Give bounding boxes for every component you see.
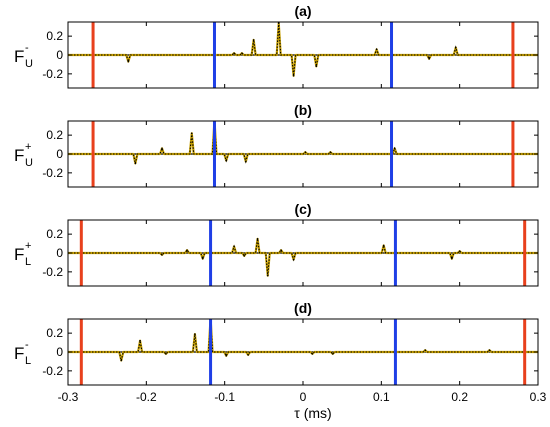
data-point — [393, 147, 396, 150]
x-tick-label: 0.3 — [530, 390, 547, 404]
y-axis-label-main: F — [14, 146, 24, 165]
panel-title: (d) — [294, 300, 312, 316]
y-axis-label-main: F — [14, 245, 24, 264]
data-point — [194, 333, 196, 335]
data-point — [201, 257, 204, 260]
series-overlay — [68, 22, 538, 76]
panel-2: (b) 0.2 0 -0.2 F + U — [14, 102, 539, 188]
data-point — [190, 132, 193, 135]
y-tick-label: 0.2 — [46, 128, 63, 142]
y-tick-label: -0.2 — [42, 67, 63, 81]
y-axis-label-subscript: U — [25, 157, 33, 169]
plot-area — [68, 319, 538, 385]
y-axis-label-superscript: + — [25, 240, 31, 252]
data-point — [243, 255, 246, 257]
data-point — [375, 48, 378, 51]
data-point — [225, 354, 228, 357]
y-axis-label-subscript: L — [25, 256, 31, 268]
x-tick-label: -0.2 — [136, 390, 157, 404]
series-trace — [68, 319, 538, 362]
y-axis-label-subscript: U — [25, 58, 33, 70]
data-point — [139, 339, 141, 342]
data-point — [331, 353, 334, 355]
y-axis-label-subscript: L — [25, 355, 31, 367]
x-tick-label: 0.1 — [373, 390, 390, 404]
data-point — [256, 238, 259, 240]
y-tick-label: 0.2 — [46, 227, 63, 241]
y-axis-label: F - U — [14, 42, 33, 70]
y-tick-label: 0 — [56, 246, 63, 260]
y-axis-label: F + U — [14, 141, 33, 169]
data-point — [233, 245, 235, 248]
panels: (a)0.20-0.2F -U(b)0.20-0.2F +U(c)0.20-0.2F… — [14, 3, 539, 386]
series-overlay — [68, 319, 538, 361]
data-point — [161, 147, 163, 150]
y-axis-label: F - L — [14, 339, 31, 367]
x-axis: τ (ms) -0.3 -0.2 -0.1 0 0.1 0.2 0.3 — [58, 390, 547, 421]
data-point — [186, 249, 188, 251]
y-tick-label: 0.2 — [46, 29, 63, 43]
y-axis-label: F + L — [14, 240, 31, 268]
data-point — [451, 257, 453, 260]
panel-3: (c) 0.2 0 -0.2 F + L — [14, 201, 539, 287]
data-point — [311, 353, 314, 355]
y-tick-label: 0 — [56, 147, 63, 161]
data-point — [454, 46, 457, 49]
y-tick-label: 0 — [56, 48, 63, 62]
data-point — [120, 359, 123, 362]
series-overlay — [68, 121, 538, 164]
data-point — [488, 349, 491, 351]
y-tick-label: 0.2 — [46, 326, 63, 340]
y-tick-label: -0.2 — [42, 166, 63, 180]
plot-area — [68, 121, 538, 187]
series-trace — [68, 237, 538, 277]
data-point — [280, 249, 282, 251]
panel-title: (c) — [294, 201, 311, 217]
data-point — [247, 354, 249, 356]
data-point — [292, 258, 295, 261]
y-tick-label: 0 — [56, 345, 63, 359]
data-point — [382, 244, 385, 247]
data-point — [252, 39, 255, 41]
data-point — [233, 52, 235, 54]
plot-area — [68, 22, 538, 88]
data-point — [329, 151, 332, 153]
plot-area — [68, 220, 538, 286]
data-point — [241, 52, 243, 54]
data-point — [165, 353, 167, 355]
x-tick-label: 0.2 — [451, 390, 468, 404]
data-point — [245, 160, 247, 163]
data-point — [266, 274, 269, 277]
y-axis-label-superscript: - — [25, 339, 29, 351]
data-point — [304, 151, 307, 153]
data-point — [225, 159, 228, 162]
y-axis-label-main: F — [14, 344, 24, 363]
x-axis-label: τ (ms) — [294, 405, 331, 421]
panel-title: (a) — [294, 3, 311, 19]
panel-title: (b) — [294, 102, 312, 118]
data-point — [277, 22, 280, 24]
panel-1: (a) 0.2 0 -0.2 F - U — [14, 3, 539, 89]
data-point — [428, 57, 430, 60]
x-tick-label: -0.1 — [214, 390, 235, 404]
data-point — [292, 74, 295, 77]
y-axis-label-superscript: + — [25, 141, 31, 153]
x-tick-label: 0 — [300, 390, 307, 404]
y-tick-label: -0.2 — [42, 364, 63, 378]
series-trace — [68, 121, 538, 165]
data-point — [161, 254, 163, 256]
y-axis-label-superscript: - — [25, 42, 29, 54]
data-point — [315, 65, 318, 68]
data-point — [458, 250, 461, 252]
data-point — [424, 349, 427, 351]
panel-4: (d) 0.2 0 -0.2 F - L — [14, 300, 539, 386]
y-axis-label-main: F — [14, 47, 24, 66]
data-point — [134, 162, 137, 165]
series-overlay — [68, 238, 538, 276]
x-tick-label: -0.3 — [58, 390, 79, 404]
data-point — [127, 60, 130, 63]
y-tick-label: -0.2 — [42, 265, 63, 279]
series-trace — [68, 22, 538, 77]
